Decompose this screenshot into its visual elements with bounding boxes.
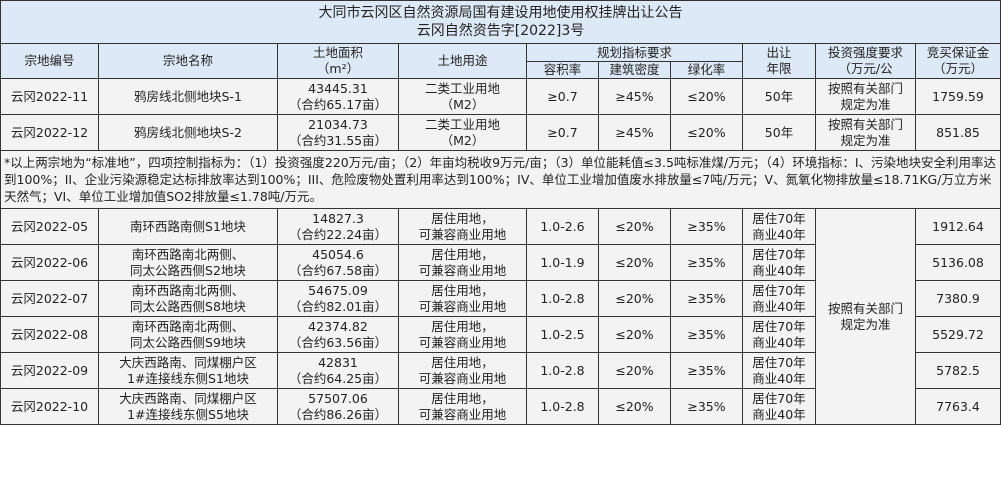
lease-term: 居住70年 商业40年 [742,316,816,353]
table-row: 云冈2022-09 大庆西路南、同煤棚户区 1#连接线东侧S1地块 42831 （合约6… [0,352,1001,389]
parcel-id: 云冈2022-08 [0,316,99,353]
building-density: ≤20% [598,244,671,281]
floor-area-ratio: ≥0.7 [526,78,599,115]
parcel-id: 云冈2022-06 [0,244,99,281]
land-area: 14827.3 （合约22.24亩） [277,208,399,245]
floor-area-ratio: 1.0-2.8 [526,352,599,389]
header-density: 建筑密度 [598,61,671,79]
land-area: 42374.82 （合约63.56亩） [277,316,399,353]
land-area: 21034.73 （合约31.55亩） [277,114,399,151]
header-investment: 投资强度要求 （万元/公 [815,43,916,79]
header-parcel-name: 宗地名称 [98,43,278,79]
lease-term: 居住70年 商业40年 [742,352,816,389]
land-area: 57507.06 （合约86.26亩） [277,388,399,425]
parcel-name: 南环西路南北两侧、 同太公路西侧S2地块 [98,244,278,281]
lease-term: 居住70年 商业40年 [742,388,816,425]
parcel-id: 云冈2022-07 [0,280,99,317]
building-density: ≤20% [598,280,671,317]
table-row: 云冈2022-07 南环西路南北两侧、 同太公路西侧S8地块 54675.09 （合约8… [0,280,1001,317]
header-planning: 规划指标要求 [526,43,743,62]
parcel-name: 南环西路南北两侧、 同太公路西侧S9地块 [98,316,278,353]
land-area: 45054.6 （合约67.58亩） [277,244,399,281]
lease-term: 居住70年 商业40年 [742,208,816,245]
table-row: 云冈2022-08 南环西路南北两侧、 同太公路西侧S9地块 42374.82 （合约6… [0,316,1001,353]
floor-area-ratio: 1.0-2.6 [526,208,599,245]
document-number: 云冈自然资告字[2022]3号 [416,23,585,39]
green-ratio: ≤20% [670,114,743,151]
investment-requirement: 按照有关部门 规定为准 [815,114,916,151]
deposit: 1759.59 [915,78,1001,115]
parcel-name: 大庆西路南、同煤棚户区 1#连接线东侧S5地块 [98,388,278,425]
parcel-id: 云冈2022-12 [0,114,99,151]
lease-term: 居住70年 商业40年 [742,244,816,281]
land-use: 二类工业用地 （M2） [398,78,527,115]
table-row: 云冈2022-05 南环西路南侧S1地块 14827.3 （合约22.24亩） 居住用地… [0,208,1001,425]
land-auction-table: 大同市云冈区自然资源局国有建设用地使用权挂牌出让公告 云冈自然资告字[2022]… [0,0,1001,425]
parcel-name: 南环西路南北两侧、 同太公路西侧S8地块 [98,280,278,317]
parcel-id: 云冈2022-05 [0,208,99,245]
green-ratio: ≥35% [670,208,743,245]
land-area: 54675.09 （合约82.01亩） [277,280,399,317]
land-use: 居住用地， 可兼容商业用地 [398,316,527,353]
header-term: 出让 年限 [742,43,816,79]
floor-area-ratio: ≥0.7 [526,114,599,151]
table-row: 云冈2022-06 南环西路南北两侧、 同太公路西侧S2地块 45054.6 （合约67… [0,244,1001,281]
green-ratio: ≥35% [670,316,743,353]
investment-requirement: 按照有关部门 规定为准 [815,208,916,425]
deposit: 7380.9 [915,280,1001,317]
parcel-name: 大庆西路南、同煤棚户区 1#连接线东侧S1地块 [98,352,278,389]
parcel-name: 鸦房线北侧地块S-2 [98,114,278,151]
header-area: 土地面积 （m²） [277,43,399,79]
land-area: 43445.31 （合约65.17亩） [277,78,399,115]
deposit: 7763.4 [915,388,1001,425]
investment-requirement: 按照有关部门 规定为准 [815,78,916,115]
header-use: 土地用途 [398,43,527,79]
table-row: 云冈2022-11 鸦房线北侧地块S-1 43445.31 （合约65.17亩） 二类工… [0,78,1001,115]
building-density: ≤20% [598,388,671,425]
parcel-id: 云冈2022-11 [0,78,99,115]
building-density: ≥45% [598,78,671,115]
land-use: 二类工业用地 （M2） [398,114,527,151]
building-density: ≤20% [598,316,671,353]
table-title: 大同市云冈区自然资源局国有建设用地使用权挂牌出让公告 云冈自然资告字[2022]… [0,0,1001,44]
parcel-name: 鸦房线北侧地块S-1 [98,78,278,115]
green-ratio: ≥35% [670,280,743,317]
land-use: 居住用地， 可兼容商业用地 [398,388,527,425]
parcel-id: 云冈2022-09 [0,352,99,389]
parcel-id: 云冈2022-10 [0,388,99,425]
land-use: 居住用地， 可兼容商业用地 [398,280,527,317]
deposit: 1912.64 [915,208,1001,245]
parcel-name: 南环西路南侧S1地块 [98,208,278,245]
land-area: 42831 （合约64.25亩） [277,352,399,389]
building-density: ≥45% [598,114,671,151]
table-row: 云冈2022-10 大庆西路南、同煤棚户区 1#连接线东侧S5地块 57507.06 （… [0,388,1001,425]
floor-area-ratio: 1.0-1.9 [526,244,599,281]
standard-land-note: *以上两宗地为“标准地”，四项控制指标为：（1）投资强度220万元/亩；（2）年… [0,150,1001,209]
land-use: 居住用地， 可兼容商业用地 [398,352,527,389]
deposit: 851.85 [915,114,1001,151]
header-green: 绿化率 [670,61,743,79]
land-use: 居住用地， 可兼容商业用地 [398,244,527,281]
lease-term: 居住70年 商业40年 [742,280,816,317]
table-row: 云冈2022-12 鸦房线北侧地块S-2 21034.73 （合约31.55亩） 二类工… [0,114,1001,151]
header-parcel-id: 宗地编号 [0,43,99,79]
lease-term: 50年 [742,78,816,115]
header-far: 容积率 [526,61,599,79]
building-density: ≤20% [598,208,671,245]
floor-area-ratio: 1.0-2.8 [526,388,599,425]
title: 大同市云冈区自然资源局国有建设用地使用权挂牌出让公告 [318,5,683,21]
floor-area-ratio: 1.0-2.8 [526,280,599,317]
green-ratio: ≥35% [670,352,743,389]
deposit: 5529.72 [915,316,1001,353]
header-deposit: 竞买保证金 （万元） [915,43,1001,79]
deposit: 5782.5 [915,352,1001,389]
land-use: 居住用地， 可兼容商业用地 [398,208,527,245]
green-ratio: ≥35% [670,244,743,281]
floor-area-ratio: 1.0-2.5 [526,316,599,353]
lease-term: 50年 [742,114,816,151]
building-density: ≤20% [598,352,671,389]
green-ratio: ≥35% [670,388,743,425]
green-ratio: ≤20% [670,78,743,115]
deposit: 5136.08 [915,244,1001,281]
